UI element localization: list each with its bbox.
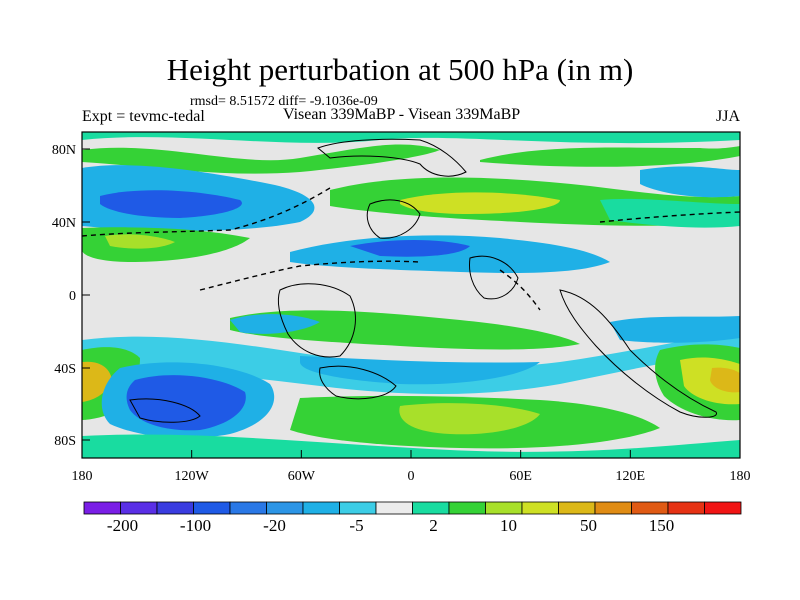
dashed-contour — [499, 269, 541, 311]
colorbar-swatch — [156, 501, 194, 515]
plot-title: Height perturbation at 500 hPa (in m) — [166, 52, 634, 87]
coastlines — [129, 138, 717, 423]
colorbar-label: 150 — [649, 516, 675, 535]
colorbar-label: 50 — [580, 516, 597, 535]
contour-region — [640, 166, 740, 198]
colorbar — [83, 501, 742, 515]
colorbar-label: 2 — [429, 516, 438, 535]
y-tick-label: 80N — [52, 143, 76, 158]
x-tick-label: 60E — [509, 469, 532, 484]
coastline — [319, 365, 397, 400]
contour-region — [399, 403, 540, 435]
contour-region — [350, 240, 470, 257]
colorbar-label: -20 — [263, 516, 286, 535]
y-axis-labels: 80N 40N 0 40S 80S — [52, 143, 76, 449]
colorbar-swatch — [229, 501, 267, 515]
colorbar-swatch — [339, 501, 377, 515]
dashed-contour — [199, 260, 421, 291]
y-tick-label: 0 — [69, 289, 76, 304]
contour-region — [710, 367, 740, 393]
colorbar-swatch — [704, 501, 742, 515]
dashed-contours — [82, 187, 740, 311]
x-tick-label: 0 — [408, 469, 415, 484]
colorbar-swatch — [521, 501, 559, 515]
center-label: Visean 339MaBP - Visean 339MaBP — [283, 106, 521, 123]
colorbar-label: 10 — [500, 516, 517, 535]
colorbar-swatch — [448, 501, 486, 515]
x-tick-label: 60W — [288, 469, 316, 484]
colorbar-swatch — [83, 501, 121, 515]
coastline — [366, 199, 421, 239]
coastline — [559, 289, 717, 418]
contour-region — [400, 192, 560, 214]
contour-region — [480, 146, 740, 167]
colorbar-swatch — [412, 501, 450, 515]
coastline — [317, 138, 467, 177]
colorbar-swatch — [266, 501, 304, 515]
colorbar-labels: -200 -100 -20 -5 2 10 50 150 — [107, 516, 674, 535]
contour-region — [82, 332, 740, 394]
x-tick-label: 180 — [730, 469, 751, 484]
x-axis-labels: 180 120W 60W 0 60E 120E 180 — [72, 469, 751, 484]
contour-region — [100, 190, 242, 218]
contour-region — [610, 316, 740, 343]
colorbar-swatch — [302, 501, 340, 515]
coastline — [277, 283, 356, 358]
colorbar-label: -5 — [349, 516, 363, 535]
contour-region — [230, 310, 580, 350]
contour-region — [82, 434, 740, 458]
colorbar-swatch — [594, 501, 632, 515]
x-tick-label: 120W — [175, 469, 210, 484]
axis-ticks — [81, 148, 741, 458]
contour-region — [300, 356, 540, 385]
colorbar-swatch — [193, 501, 231, 515]
plot-subtitle: rmsd= 8.51572 diff= -9.1036e-09 — [190, 94, 378, 109]
contour-region — [230, 314, 320, 334]
colorbar-swatch — [558, 501, 596, 515]
colorbar-swatch — [375, 501, 413, 515]
colorbar-swatch — [667, 501, 705, 515]
coastline — [469, 255, 519, 300]
season-label: JJA — [716, 108, 741, 125]
experiment-label: Expt = tevmc-tedal — [82, 108, 205, 125]
contour-region — [82, 132, 740, 144]
y-tick-label: 40S — [54, 362, 76, 377]
contour-region — [105, 234, 175, 249]
dashed-contour — [599, 211, 740, 223]
colorbar-label: -200 — [107, 516, 138, 535]
x-tick-label: 180 — [72, 469, 93, 484]
contour-region — [82, 144, 440, 174]
y-tick-label: 40N — [52, 216, 76, 231]
contour-region — [600, 198, 740, 228]
contour-region — [82, 361, 112, 402]
y-tick-label: 80S — [54, 434, 76, 449]
colorbar-swatch — [631, 501, 669, 515]
coastline — [129, 398, 201, 423]
colorbar-swatch — [120, 501, 158, 515]
colorbar-label: -100 — [180, 516, 211, 535]
dashed-contour — [82, 187, 331, 237]
contour-region — [126, 375, 246, 431]
contour-field — [82, 132, 740, 458]
colorbar-swatch — [485, 501, 523, 515]
x-tick-label: 120E — [616, 469, 646, 484]
